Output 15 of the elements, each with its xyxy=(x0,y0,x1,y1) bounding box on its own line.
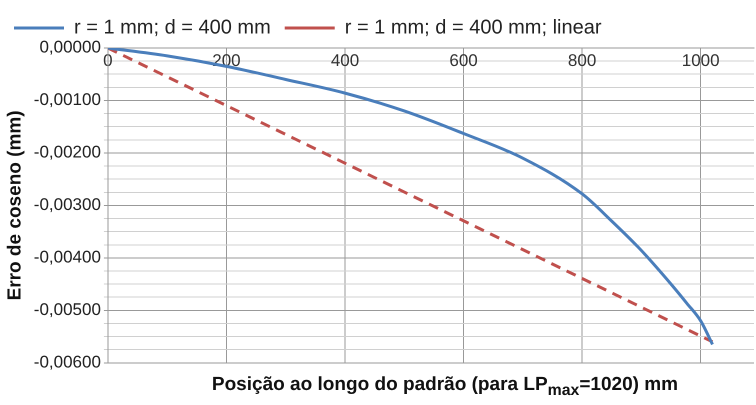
x-tick-label: 800 xyxy=(568,50,596,70)
x-axis-title: Posição ao longo do padrão (para LP$_{max}$=1020) mm xyxy=(210,374,680,400)
x-tick-label: 400 xyxy=(330,50,360,70)
y-tick-label: 0,00000 xyxy=(39,38,101,57)
x-tick-label: 600 xyxy=(449,50,478,70)
legend-label: r = 1 mm; d = 400 mm; linear xyxy=(344,16,602,39)
x-tick-label: 1000 xyxy=(682,50,720,70)
y-tick-label: -0,00300 xyxy=(34,195,101,214)
legend-label: r = 1 mm; d = 400 mm xyxy=(74,16,271,39)
y-tick-label: -0,00200 xyxy=(34,142,101,162)
y-tick-label: -0,00100 xyxy=(34,90,101,110)
y-axis-title: Erro de coseno (mm) xyxy=(4,110,26,300)
y-tick-label: -0,00600 xyxy=(34,352,101,372)
y-tick-label: -0,00400 xyxy=(34,248,101,267)
y-tick-label: -0,00500 xyxy=(34,300,101,320)
